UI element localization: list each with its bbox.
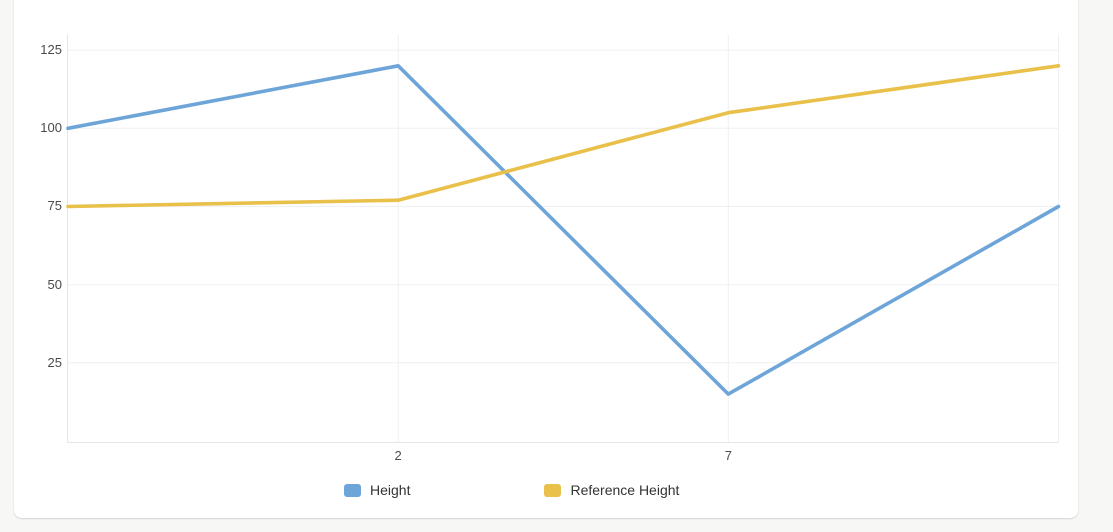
legend-label: Reference Height [570, 482, 680, 498]
x-axis-tick-label: 2 [394, 448, 402, 463]
y-axis-tick-label: 50 [47, 276, 62, 292]
chart-legend: Height Reference Height [344, 482, 679, 499]
y-axis-tick-label: 100 [40, 120, 62, 136]
legend-swatch-icon [544, 484, 562, 497]
legend-swatch-icon [344, 484, 361, 497]
y-axis-tick-label: 125 [40, 42, 62, 58]
y-axis-tick-label: 75 [47, 198, 62, 214]
legend-label: Height [370, 482, 411, 498]
y-axis-tick-label: 25 [47, 354, 62, 370]
x-axis-tick-label: 7 [724, 448, 732, 463]
chart-card [14, 0, 1078, 518]
legend-item-height[interactable]: Height [344, 482, 410, 499]
legend-item-reference-height[interactable]: Reference Height [544, 482, 679, 499]
